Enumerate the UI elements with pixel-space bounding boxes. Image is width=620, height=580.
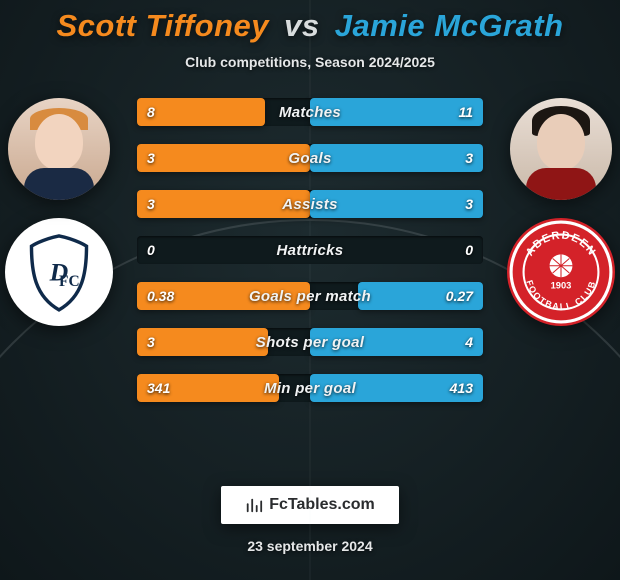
stat-row: 34Shots per goal [137, 328, 483, 356]
player2-club-badge: ABERDEENFOOTBALL CLUB1903 [507, 218, 615, 326]
stat-row: 33Goals [137, 144, 483, 172]
brand-text: FcTables.com [269, 496, 375, 514]
snapshot-date: 23 september 2024 [247, 538, 372, 554]
stat-row: 00Hattricks [137, 236, 483, 264]
player2-column: ABERDEENFOOTBALL CLUB1903 [506, 98, 616, 326]
subtitle: Club competitions, Season 2024/2025 [185, 54, 435, 70]
player1-column: DFC [4, 98, 114, 326]
stat-row: 811Matches [137, 98, 483, 126]
svg-text:FC: FC [59, 273, 80, 290]
player2-avatar [510, 98, 612, 200]
stats-bars: 811Matches 33Goals 33Assists 00Hattricks 0.3… [137, 98, 483, 402]
dundee-shield-icon: DFC [16, 229, 102, 315]
player1-avatar [8, 98, 110, 200]
footer: FcTables.com 23 september 2024 [221, 486, 399, 554]
stat-label: Min per goal [137, 374, 483, 402]
player1-club-badge: DFC [5, 218, 113, 326]
aberdeen-crest-icon: ABERDEENFOOTBALL CLUB1903 [509, 220, 613, 324]
stat-label: Goals per match [137, 282, 483, 310]
player2-name: Jamie McGrath [335, 8, 564, 43]
stat-row: 0.380.27Goals per match [137, 282, 483, 310]
stat-label: Matches [137, 98, 483, 126]
stat-label: Assists [137, 190, 483, 218]
content-area: DFC 811Matches 33Goals 33Assists 00Hattrick… [0, 98, 620, 486]
svg-text:1903: 1903 [551, 281, 572, 291]
stat-row: 33Assists [137, 190, 483, 218]
stat-label: Hattricks [137, 236, 483, 264]
player1-name: Scott Tiffoney [56, 8, 269, 43]
comparison-title: Scott Tiffoney vs Jamie McGrath [56, 8, 563, 44]
stat-label: Shots per goal [137, 328, 483, 356]
stat-row: 341413Min per goal [137, 374, 483, 402]
brand-badge: FcTables.com [221, 486, 399, 524]
stat-label: Goals [137, 144, 483, 172]
brand-icon [245, 496, 263, 514]
vs-label: vs [284, 8, 319, 43]
